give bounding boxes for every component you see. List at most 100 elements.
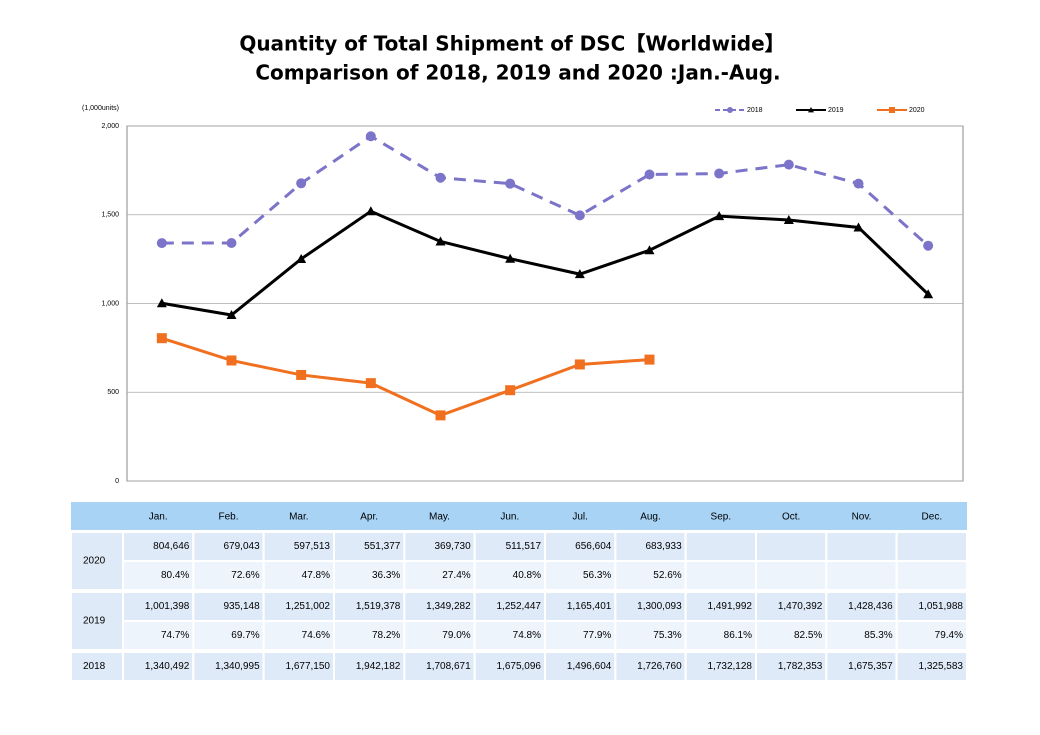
x-tick-label: Oct. — [782, 512, 800, 523]
table-value: 1,708,671 — [426, 661, 471, 672]
table-cell — [544, 620, 617, 651]
table-cell — [755, 620, 828, 651]
table-value: 79.0% — [442, 630, 470, 641]
table-cell — [614, 620, 687, 651]
row-header — [70, 531, 124, 591]
x-tick-label: Jan. — [149, 512, 168, 523]
point — [156, 298, 167, 308]
y-axis-label: (1,000units) — [82, 105, 119, 112]
table-value: 1,165,401 — [567, 601, 612, 612]
table-cell — [755, 531, 828, 562]
point — [156, 333, 167, 344]
table-cell — [122, 651, 195, 682]
table-cell — [262, 560, 335, 591]
x-tick-label: Nov. — [852, 512, 872, 523]
point — [644, 169, 655, 180]
table-value: 79.4% — [935, 630, 963, 641]
point — [435, 172, 446, 183]
legend-marker — [889, 107, 895, 113]
point — [365, 378, 376, 389]
legend-label: 2019 — [828, 107, 844, 114]
table-value: 85.3% — [864, 630, 892, 641]
point — [296, 369, 307, 380]
table-value: 683,933 — [646, 541, 683, 552]
x-tick-label: Sep. — [711, 512, 732, 523]
table-cell — [333, 651, 406, 682]
row-header-label: 2018 — [83, 661, 106, 672]
x-tick-label: Jun. — [500, 512, 519, 523]
table-value: 52.6% — [653, 570, 681, 581]
table-cell — [262, 651, 335, 682]
table-value: 74.8% — [513, 630, 541, 641]
table-value: 369,730 — [435, 541, 472, 552]
table-cell — [825, 651, 898, 682]
point — [365, 131, 376, 142]
table-value: 1,496,604 — [567, 661, 612, 672]
chart-title: Quantity of Total Shipment of DSC【Worldw… — [239, 32, 784, 56]
table-cell — [684, 531, 758, 562]
table-value: 36.3% — [372, 570, 400, 581]
point — [783, 159, 794, 170]
table-value: 1,340,492 — [145, 661, 190, 672]
point — [644, 245, 655, 255]
table-value: 1,252,447 — [497, 601, 542, 612]
table-value: 1,340,995 — [215, 661, 260, 672]
table-cell — [473, 651, 546, 682]
table-value: 1,942,182 — [356, 661, 401, 672]
table-value: 1,675,357 — [848, 661, 893, 672]
table-value: 72.6% — [231, 570, 259, 581]
table-cell — [262, 531, 335, 562]
table-value: 1,675,096 — [497, 661, 542, 672]
table-cell — [192, 591, 265, 622]
legend-marker — [727, 107, 733, 113]
table-value: 679,043 — [224, 541, 261, 552]
table-cell — [473, 531, 546, 562]
legend-label: 2020 — [909, 107, 925, 114]
table-value: 1,001,398 — [145, 601, 190, 612]
point — [296, 253, 307, 263]
legend-label: 2018 — [747, 107, 763, 114]
table-value: 935,148 — [224, 601, 261, 612]
point — [714, 168, 725, 179]
point — [296, 178, 307, 189]
point — [853, 222, 864, 232]
table-value: 74.6% — [302, 630, 330, 641]
y-tick-label: 500 — [107, 389, 119, 396]
point — [505, 253, 516, 263]
table-value: 1,428,436 — [848, 601, 893, 612]
table-value: 1,491,992 — [708, 601, 753, 612]
y-tick-label: 0 — [115, 478, 119, 485]
row-header-label: 2019 — [83, 616, 106, 627]
table-cell — [614, 560, 687, 591]
table-value: 1,470,392 — [778, 601, 823, 612]
point — [505, 178, 516, 189]
row-header — [70, 591, 124, 651]
table-value: 27.4% — [442, 570, 470, 581]
point — [574, 359, 585, 370]
table-value: 86.1% — [724, 630, 752, 641]
table-cell — [895, 560, 969, 591]
table-value: 1,732,128 — [708, 661, 753, 672]
point — [574, 210, 585, 221]
x-tick-label: Dec. — [922, 512, 943, 523]
point — [435, 236, 446, 246]
table-value: 1,051,988 — [919, 601, 964, 612]
table-cell — [895, 651, 969, 682]
table-cell — [403, 560, 476, 591]
table-cell — [825, 531, 898, 562]
table-header — [71, 502, 967, 530]
table-cell — [333, 560, 406, 591]
table-value: 1,325,583 — [919, 661, 964, 672]
table-value: 74.7% — [161, 630, 189, 641]
table-value: 75.3% — [653, 630, 681, 641]
legend-marker — [808, 107, 814, 113]
point — [644, 354, 655, 365]
x-tick-label: Aug. — [640, 512, 661, 523]
series-line — [161, 134, 930, 247]
point — [156, 238, 167, 249]
table-value: 80.4% — [161, 570, 189, 581]
point — [923, 289, 934, 299]
table-cell — [403, 591, 476, 622]
point — [714, 211, 725, 221]
